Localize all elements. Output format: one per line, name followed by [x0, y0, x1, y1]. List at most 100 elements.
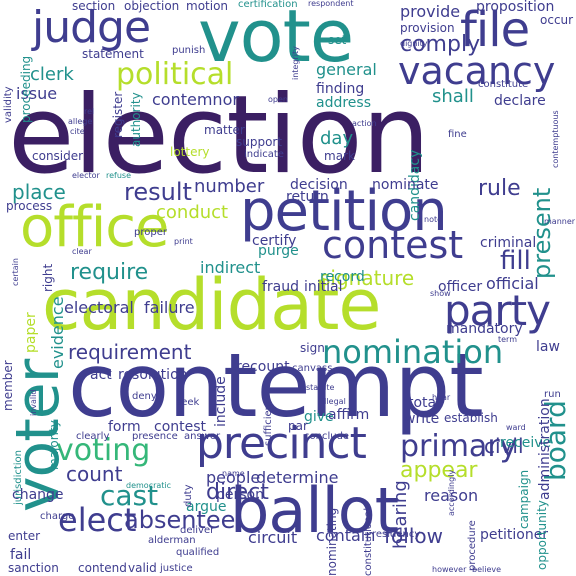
- word-show: show: [430, 289, 451, 298]
- word-include: include: [213, 376, 229, 427]
- word-conduct: conduct: [156, 202, 229, 223]
- word-address: address: [316, 95, 372, 111]
- word-however: however: [432, 565, 467, 574]
- word-paper: paper: [23, 312, 39, 353]
- word-criminal: criminal: [480, 235, 537, 251]
- word-purge: purge: [258, 243, 299, 259]
- word-allege: allege: [68, 117, 93, 126]
- word-proper: proper: [134, 227, 167, 238]
- word-rule: rule: [478, 176, 521, 201]
- word-judge: judge: [32, 2, 151, 53]
- word-matter: matter: [204, 123, 245, 137]
- word-certification: certification: [238, 0, 298, 10]
- word-contain: contain: [316, 526, 376, 545]
- word-administration: administration: [537, 398, 553, 500]
- word-provision: provision: [400, 21, 455, 35]
- word-contemptuous: contemptuous: [551, 110, 560, 168]
- word-place: place: [12, 180, 66, 204]
- word-candidate: candidate: [42, 264, 381, 346]
- word-people: people: [206, 468, 261, 487]
- word-appear: appear: [400, 458, 478, 483]
- word-dignity: dignity: [400, 39, 428, 48]
- word-respondent: respondent: [308, 0, 354, 8]
- word-seek: seek: [176, 397, 200, 408]
- word-name: name: [222, 469, 245, 478]
- word-valid: valid: [128, 561, 157, 575]
- word-constitutional: constitutional: [363, 507, 374, 576]
- word-indicate: indicate: [244, 149, 284, 160]
- word-require: require: [70, 260, 149, 285]
- word-residency: residency: [372, 529, 421, 540]
- word-hear: hear: [432, 393, 451, 402]
- word-failure: failure: [144, 298, 195, 317]
- word-majority: majority: [47, 420, 61, 470]
- word-mark: mark: [324, 149, 355, 163]
- word-circuit: circuit: [248, 528, 298, 547]
- word-party: party: [444, 286, 551, 335]
- word-change: change: [12, 487, 64, 503]
- word-sufficient: sufficient: [263, 400, 274, 446]
- word-contest: contest: [154, 419, 207, 435]
- word-declare: declare: [494, 93, 546, 109]
- word-jurisdiction: jurisdiction: [13, 450, 24, 505]
- word-indirect: indirect: [200, 258, 261, 277]
- word-cast: cast: [100, 479, 159, 512]
- word-law: law: [536, 339, 560, 355]
- word-file: file: [460, 2, 530, 58]
- word-act: act: [90, 367, 112, 383]
- word-par: par: [288, 419, 308, 433]
- word-deliver: deliver: [180, 525, 215, 536]
- word-illegal: illegal: [322, 397, 346, 406]
- word-shall: shall: [432, 86, 474, 107]
- word-number: number: [194, 176, 265, 197]
- word-invalid: invalid: [29, 389, 38, 416]
- word-officer: officer: [438, 279, 483, 295]
- word-write: write: [404, 411, 440, 427]
- word-vote: vote: [198, 0, 354, 78]
- word-sign: sign: [300, 341, 325, 355]
- word-person: person: [216, 487, 264, 503]
- word-accordingly: accordingly: [447, 469, 456, 516]
- word-proceeding: proceeding: [19, 55, 33, 123]
- word-affirm: affirm: [328, 407, 370, 423]
- word-fraud: fraud: [262, 279, 300, 295]
- word-voting: voting: [56, 433, 151, 468]
- word-refuse: refuse: [106, 171, 132, 180]
- word-elect: elect: [58, 501, 137, 539]
- word-right: right: [41, 263, 55, 292]
- word-clerk: clerk: [30, 64, 74, 85]
- word-receive: receive: [500, 435, 552, 451]
- word-fill: fill: [500, 246, 531, 276]
- word-issue: issue: [16, 84, 58, 103]
- word-present: present: [528, 187, 556, 279]
- word-count: count: [66, 462, 123, 486]
- word-action: action: [352, 119, 377, 128]
- word-petitioner: petitioner: [480, 527, 549, 543]
- word-petition: petition: [240, 179, 448, 244]
- word-note: note: [424, 215, 443, 224]
- word-ballot: ballot: [230, 474, 399, 547]
- word-return: return: [286, 189, 329, 205]
- word-section: section: [72, 0, 116, 13]
- word-enter: enter: [8, 529, 41, 543]
- word-open: open: [268, 95, 288, 104]
- word-integrity: integrity: [291, 46, 300, 80]
- word-procedure: procedure: [467, 520, 478, 571]
- word-objection: objection: [124, 0, 180, 13]
- word-fine: fine: [448, 129, 467, 140]
- word-election: election: [8, 73, 430, 198]
- word-duty: duty: [183, 484, 194, 507]
- word-proposition: proposition: [476, 0, 555, 15]
- word-evidence: evidence: [48, 296, 67, 369]
- word-authority: authority: [129, 92, 143, 147]
- word-ward: ward: [506, 423, 526, 432]
- word-determine: determine: [256, 468, 339, 487]
- word-argue: argue: [186, 499, 227, 515]
- word-statute: statute: [306, 383, 335, 392]
- word-vacancy: vacancy: [398, 49, 556, 93]
- word-total: total: [408, 395, 441, 411]
- word-fail: fail: [10, 547, 32, 563]
- word-charge: charge: [40, 511, 75, 522]
- word-follow: follow: [384, 524, 443, 548]
- word-motion: motion: [186, 0, 229, 13]
